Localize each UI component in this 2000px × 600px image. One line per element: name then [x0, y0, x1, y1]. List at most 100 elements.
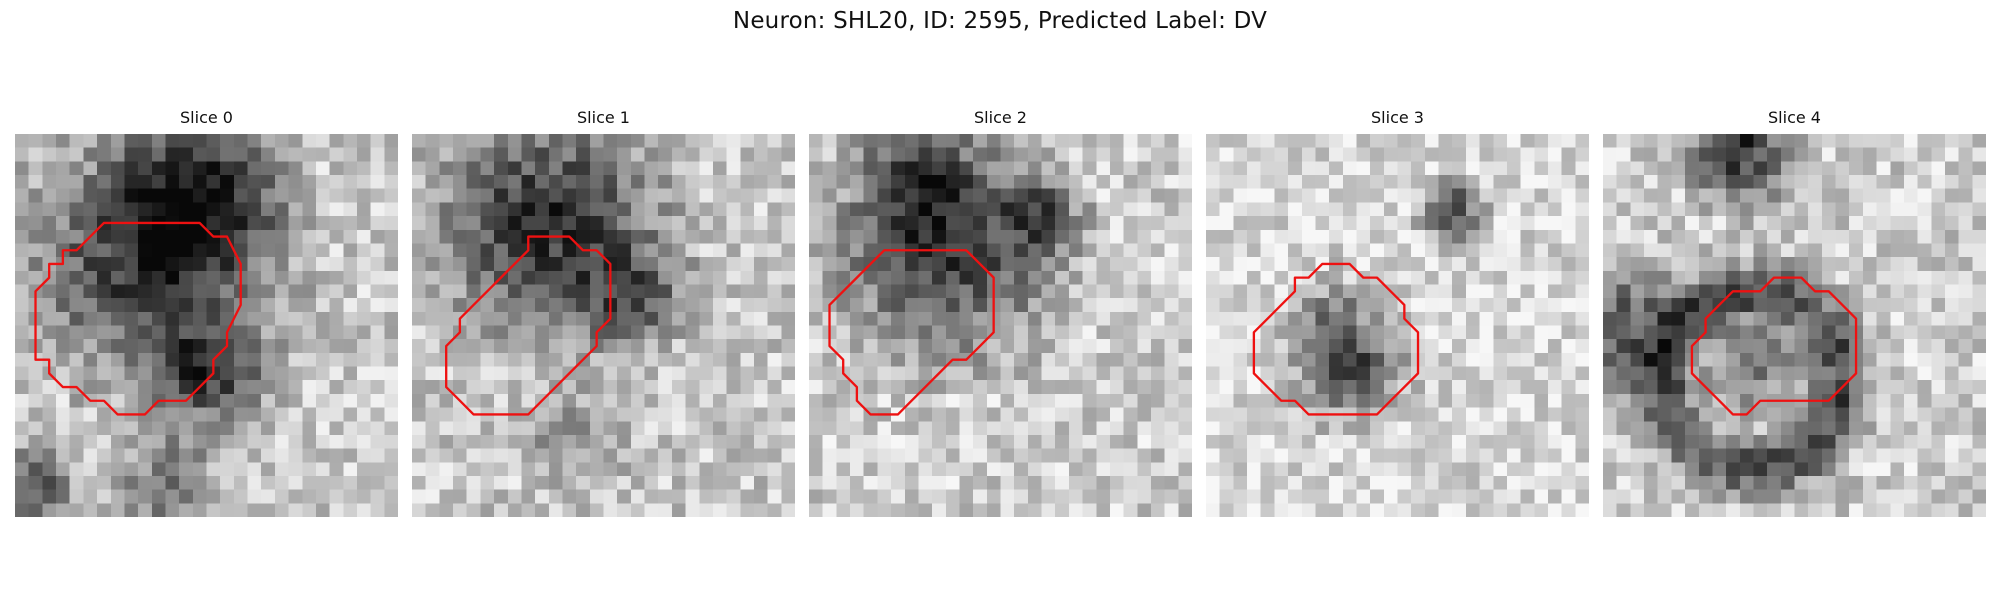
pixel [1096, 394, 1110, 408]
pixel [1274, 134, 1288, 148]
pixel [179, 326, 193, 340]
pixel [1753, 490, 1767, 504]
pixel [179, 449, 193, 463]
pixel [467, 462, 481, 476]
pixel [768, 243, 782, 257]
pixel [686, 421, 700, 435]
pixel [426, 312, 440, 326]
pixel [1466, 503, 1480, 517]
pixel [713, 380, 727, 394]
pixel [289, 394, 303, 408]
pixel [1055, 230, 1069, 244]
pixel [1575, 421, 1589, 435]
pixel [1603, 271, 1617, 285]
pixel [426, 435, 440, 449]
pixel [1562, 230, 1576, 244]
pixel [1233, 435, 1247, 449]
pixel [1014, 243, 1028, 257]
pixel [165, 435, 179, 449]
pixel [1972, 449, 1986, 463]
pixel [1931, 284, 1945, 298]
pixel [42, 462, 56, 476]
pixel [1151, 462, 1165, 476]
pixel [946, 339, 960, 353]
pixel [97, 148, 111, 162]
pixel [672, 216, 686, 230]
pixel [877, 490, 891, 504]
pixel [1233, 339, 1247, 353]
pixel [549, 298, 563, 312]
pixel [809, 216, 823, 230]
pixel [289, 216, 303, 230]
pixel [891, 148, 905, 162]
pixel [959, 284, 973, 298]
pixel [302, 175, 316, 189]
pixel [918, 312, 932, 326]
pixel [384, 353, 398, 367]
pixel [658, 367, 672, 381]
pixel [1877, 298, 1891, 312]
pixel [1398, 134, 1412, 148]
pixel [576, 298, 590, 312]
pixel [494, 175, 508, 189]
pixel [179, 312, 193, 326]
pixel [1726, 271, 1740, 285]
pixel [371, 230, 385, 244]
pixel [97, 408, 111, 422]
pixel [1069, 298, 1083, 312]
pixel [302, 271, 316, 285]
pixel [15, 243, 29, 257]
pixel [1658, 148, 1672, 162]
pixel [207, 271, 221, 285]
pixel [1302, 462, 1316, 476]
pixel [343, 490, 357, 504]
pixel [1110, 230, 1124, 244]
pixel [1370, 134, 1384, 148]
pixel [1863, 408, 1877, 422]
pixel [946, 380, 960, 394]
pixel [1863, 394, 1877, 408]
pixel [1274, 476, 1288, 490]
pixel [1767, 503, 1781, 517]
pixel [1493, 408, 1507, 422]
pixel [918, 435, 932, 449]
pixel [138, 421, 152, 435]
pixel [1671, 148, 1685, 162]
pixel [1220, 230, 1234, 244]
pixel [891, 421, 905, 435]
pixel [1165, 326, 1179, 340]
pixel [1521, 175, 1535, 189]
pixel [686, 148, 700, 162]
pixel [1206, 353, 1220, 367]
pixel [1124, 462, 1138, 476]
pixel [1617, 284, 1631, 298]
pixel [918, 148, 932, 162]
pixel [1014, 134, 1028, 148]
pixel [1014, 284, 1028, 298]
pixel [124, 462, 138, 476]
pixel [1083, 189, 1097, 203]
pixel [275, 421, 289, 435]
pixel [1083, 503, 1097, 517]
pixel [1658, 257, 1672, 271]
pixel [576, 148, 590, 162]
pixel [1261, 353, 1275, 367]
pixel [70, 394, 84, 408]
pixel [480, 189, 494, 203]
pixel [1028, 490, 1042, 504]
pixel [1644, 216, 1658, 230]
pixel [179, 298, 193, 312]
pixel [1562, 367, 1576, 381]
pixel [1302, 134, 1316, 148]
pixel [1233, 271, 1247, 285]
pixel [645, 394, 659, 408]
pixel [1220, 408, 1234, 422]
pixel [1137, 462, 1151, 476]
pixel [111, 148, 125, 162]
pixel [1904, 257, 1918, 271]
pixel [959, 271, 973, 285]
pixel [1220, 380, 1234, 394]
pixel [1740, 339, 1754, 353]
pixel [1288, 202, 1302, 216]
pixel [713, 298, 727, 312]
